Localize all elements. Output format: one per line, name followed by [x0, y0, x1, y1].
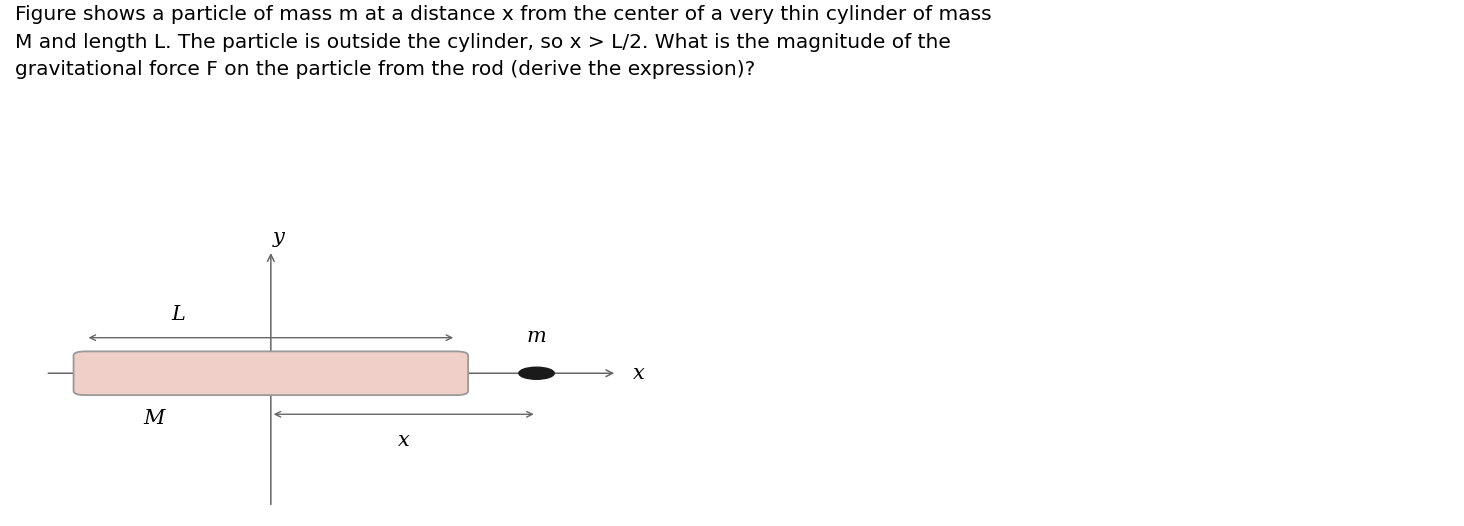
FancyBboxPatch shape — [73, 351, 468, 395]
Text: x: x — [634, 364, 646, 383]
Text: M: M — [143, 409, 165, 428]
Text: m: m — [527, 327, 546, 346]
Text: Figure shows a particle of mass m at a distance x from the center of a very thin: Figure shows a particle of mass m at a d… — [15, 5, 991, 79]
Text: x: x — [398, 431, 410, 450]
Circle shape — [518, 367, 555, 379]
Text: L: L — [171, 305, 184, 324]
Text: y: y — [272, 228, 285, 247]
